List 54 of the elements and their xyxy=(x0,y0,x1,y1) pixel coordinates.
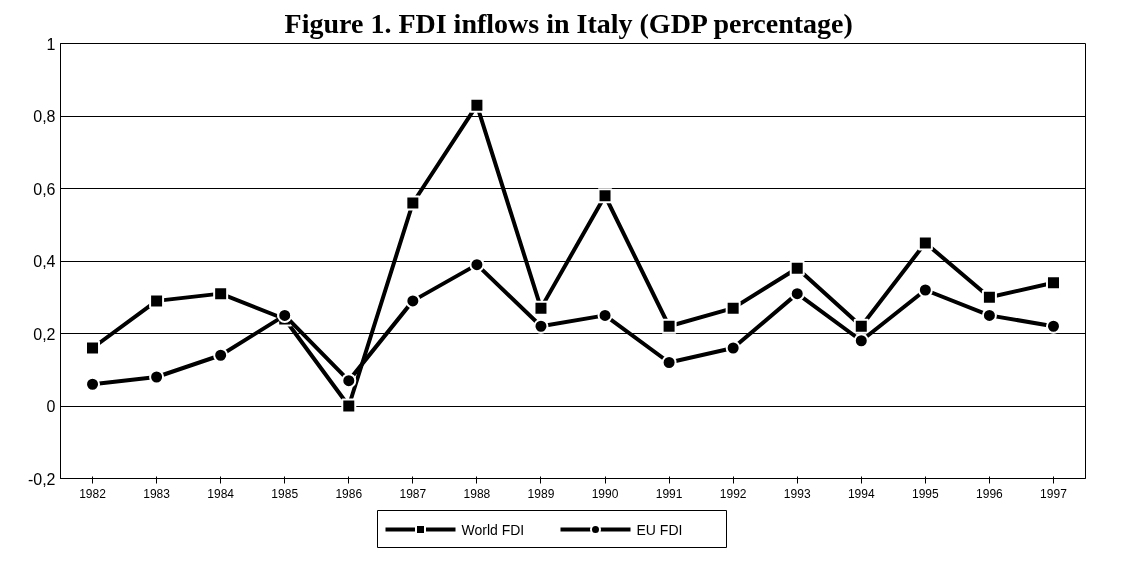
point xyxy=(853,318,869,334)
point xyxy=(1045,275,1061,291)
y-tick-label: 0,2 xyxy=(33,325,56,343)
point xyxy=(533,300,549,316)
x-tick-label: 1986 xyxy=(335,486,363,501)
y-tick-label: 0,8 xyxy=(33,108,56,125)
point xyxy=(853,333,869,349)
point xyxy=(405,195,421,211)
point xyxy=(85,340,101,356)
x-tick-label: 1988 xyxy=(463,486,491,501)
point xyxy=(85,376,101,392)
x-tick-label: 1987 xyxy=(399,486,427,501)
point xyxy=(469,97,485,113)
y-tick-label: -0,2 xyxy=(27,470,56,488)
y-tick-label: 0,6 xyxy=(33,180,56,198)
x-tick-label: 1992 xyxy=(719,486,747,501)
x-tick-label: 1989 xyxy=(527,486,555,501)
point xyxy=(789,286,805,302)
point xyxy=(213,286,229,302)
point xyxy=(597,188,613,204)
x-tick-label: 1993 xyxy=(783,486,811,501)
point xyxy=(1045,318,1061,334)
point xyxy=(981,289,997,305)
x-tick-label: 1983 xyxy=(143,486,171,501)
y-tick-label: 0 xyxy=(46,398,56,415)
x-tick-label: 1995 xyxy=(912,486,940,501)
point xyxy=(789,260,805,276)
x-tick-label: 1982 xyxy=(79,486,107,501)
point xyxy=(341,373,357,389)
point xyxy=(213,347,229,363)
point xyxy=(341,398,357,414)
point xyxy=(533,318,549,334)
point xyxy=(661,318,677,334)
x-tick-label: 1994 xyxy=(847,486,875,501)
point xyxy=(725,300,741,316)
point xyxy=(725,340,741,356)
point xyxy=(469,257,485,273)
legend-label: EU FDI xyxy=(636,521,683,538)
y-tick-label: 1 xyxy=(46,35,56,53)
point xyxy=(917,235,933,251)
y-tick-label: 0,4 xyxy=(33,253,56,270)
chart-title: Figure 1. FDI inflows in Italy (GDP percentage) xyxy=(284,7,853,39)
point xyxy=(149,293,165,309)
point xyxy=(405,293,421,309)
point xyxy=(917,282,933,298)
x-tick-label: 1991 xyxy=(655,486,683,501)
x-tick-label: 1990 xyxy=(591,486,619,501)
point xyxy=(149,369,165,385)
x-tick-label: 1985 xyxy=(271,486,299,501)
point xyxy=(661,355,677,370)
x-tick-label: 1996 xyxy=(976,486,1004,501)
x-tick-label: 1997 xyxy=(1040,486,1068,501)
legend-label: World FDI xyxy=(461,521,525,538)
x-tick-label: 1984 xyxy=(207,486,235,501)
